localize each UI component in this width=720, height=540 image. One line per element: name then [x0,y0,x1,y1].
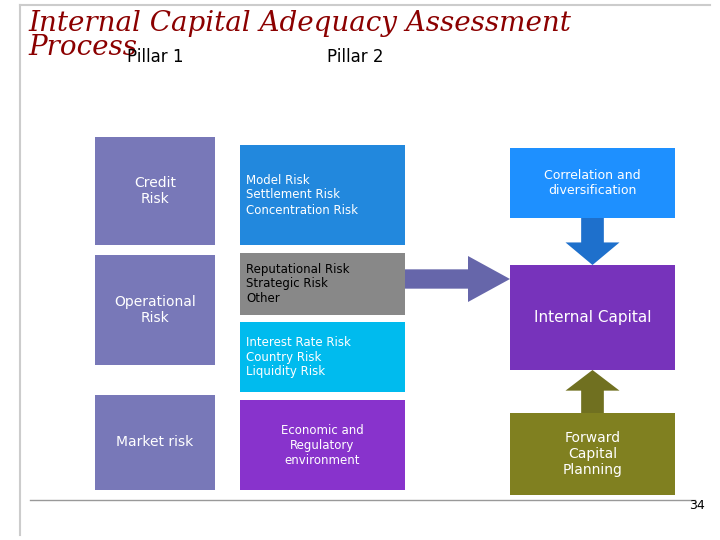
Text: Reputational Risk
Strategic Risk
Other: Reputational Risk Strategic Risk Other [246,262,349,306]
Bar [240,400,405,490]
Polygon shape [565,370,619,413]
Text: Operational
Risk: Operational Risk [114,295,196,325]
Polygon shape [565,218,619,265]
Bar [240,145,405,245]
Text: Pillar 1: Pillar 1 [127,48,184,66]
Text: Internal Capital Adequacy Assessment: Internal Capital Adequacy Assessment [28,10,571,37]
Polygon shape [405,256,510,302]
Bar [240,253,405,315]
Text: Interest Rate Risk
Country Risk
Liquidity Risk: Interest Rate Risk Country Risk Liquidit… [246,335,351,379]
Text: Correlation and
diversification: Correlation and diversification [544,169,641,197]
Bar [240,322,405,392]
Bar [95,255,215,365]
Text: Credit
Risk: Credit Risk [134,176,176,206]
Text: Market risk: Market risk [117,435,194,449]
Bar [95,395,215,490]
Text: Process: Process [28,34,137,61]
Bar [95,137,215,245]
Bar [510,413,675,495]
Bar [510,265,675,370]
Bar [510,148,675,218]
Text: Forward
Capital
Planning: Forward Capital Planning [562,431,622,477]
Text: Economic and
Regulatory
environment: Economic and Regulatory environment [281,423,364,467]
Text: Model Risk
Settlement Risk
Concentration Risk: Model Risk Settlement Risk Concentration… [246,173,358,217]
Text: Pillar 2: Pillar 2 [327,48,383,66]
Text: Internal Capital: Internal Capital [534,310,652,325]
Text: 34: 34 [689,499,705,512]
